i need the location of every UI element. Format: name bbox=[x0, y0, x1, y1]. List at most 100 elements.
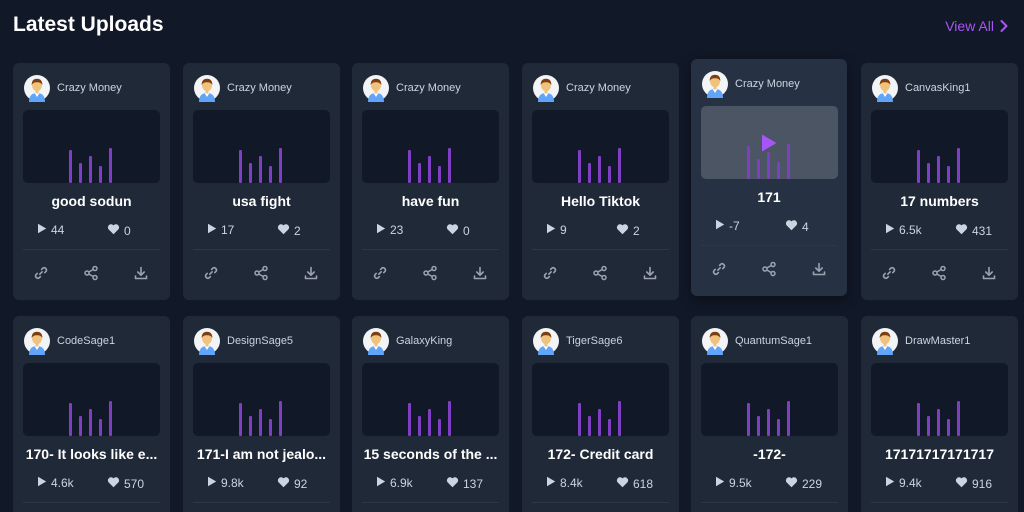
waveform-bar bbox=[618, 148, 621, 183]
waveform bbox=[23, 110, 160, 183]
download-button[interactable] bbox=[641, 264, 659, 282]
play-icon[interactable] bbox=[760, 133, 778, 153]
waveform-bar bbox=[747, 403, 750, 436]
divider bbox=[362, 502, 499, 503]
uploader-info[interactable]: Crazy Money bbox=[702, 69, 841, 99]
play-icon bbox=[546, 476, 556, 490]
avatar bbox=[533, 75, 559, 102]
views-count: 9.4k bbox=[899, 476, 922, 490]
waveform-bar bbox=[777, 419, 780, 436]
waveform-bar bbox=[947, 166, 950, 183]
share-button[interactable] bbox=[252, 264, 270, 282]
upload-card[interactable]: Crazy Money have fun 23 0 bbox=[352, 63, 509, 300]
waveform-bar bbox=[578, 403, 581, 436]
likes-count: 431 bbox=[972, 223, 993, 238]
waveform-thumbnail[interactable] bbox=[701, 363, 838, 436]
likes-stat: 2 bbox=[277, 223, 301, 238]
upload-title: 171 bbox=[757, 189, 781, 205]
views-stat: 6.9k bbox=[376, 476, 413, 490]
likes-stat: 618 bbox=[616, 476, 653, 491]
card-actions bbox=[691, 260, 847, 278]
upload-card[interactable]: CanvasKing1 17 numbers 6.5k 431 bbox=[861, 63, 1018, 300]
waveform-bar bbox=[957, 148, 960, 183]
uploader-info[interactable]: DrawMaster1 bbox=[872, 326, 1012, 356]
waveform-thumbnail[interactable] bbox=[362, 110, 499, 183]
share-button[interactable] bbox=[930, 264, 948, 282]
download-button[interactable] bbox=[810, 260, 828, 278]
uploader-info[interactable]: GalaxyKing bbox=[363, 326, 503, 356]
avatar bbox=[702, 71, 728, 98]
upload-stats: 4.6k 570 bbox=[13, 476, 170, 494]
upload-card[interactable]: Crazy Money good sodun 44 0 bbox=[13, 63, 170, 300]
upload-card[interactable]: CodeSage1 170- It looks like e... 4.6k 5… bbox=[13, 316, 170, 512]
likes-count: 0 bbox=[124, 223, 131, 238]
waveform-bar bbox=[787, 401, 790, 436]
waveform-thumbnail[interactable] bbox=[193, 110, 330, 183]
download-icon bbox=[811, 261, 827, 277]
heart-icon bbox=[785, 219, 798, 234]
upload-card[interactable]: Crazy Money Hello Tiktok 9 2 bbox=[522, 63, 679, 300]
views-count: 44 bbox=[51, 223, 65, 237]
waveform-thumbnail[interactable] bbox=[23, 363, 160, 436]
link-icon bbox=[203, 265, 219, 281]
uploader-name: CanvasKing1 bbox=[905, 82, 971, 94]
upload-card[interactable]: Crazy Money usa fight 17 2 bbox=[183, 63, 340, 300]
views-count: 9.5k bbox=[729, 476, 752, 490]
download-button[interactable] bbox=[980, 264, 998, 282]
uploader-info[interactable]: QuantumSage1 bbox=[702, 326, 842, 356]
download-button[interactable] bbox=[471, 264, 489, 282]
uploader-info[interactable]: Crazy Money bbox=[194, 73, 334, 103]
copy-link-button[interactable] bbox=[202, 264, 220, 282]
uploader-info[interactable]: Crazy Money bbox=[24, 73, 164, 103]
upload-stats: 8.4k 618 bbox=[522, 476, 679, 494]
copy-link-button[interactable] bbox=[541, 264, 559, 282]
upload-card[interactable]: QuantumSage1 -172- 9.5k 229 bbox=[691, 316, 848, 512]
copy-link-button[interactable] bbox=[32, 264, 50, 282]
uploader-info[interactable]: Crazy Money bbox=[363, 73, 503, 103]
uploader-info[interactable]: TigerSage6 bbox=[533, 326, 673, 356]
uploader-info[interactable]: CanvasKing1 bbox=[872, 73, 1012, 103]
card-actions bbox=[352, 264, 509, 282]
copy-link-button[interactable] bbox=[880, 264, 898, 282]
copy-link-button[interactable] bbox=[371, 264, 389, 282]
waveform-thumbnail[interactable] bbox=[701, 106, 838, 179]
waveform-thumbnail[interactable] bbox=[871, 363, 1008, 436]
share-button[interactable] bbox=[591, 264, 609, 282]
waveform-bar bbox=[408, 150, 411, 183]
play-icon bbox=[376, 476, 386, 490]
upload-card[interactable]: TigerSage6 172- Credit card 8.4k 618 bbox=[522, 316, 679, 512]
upload-card[interactable]: DrawMaster1 17171717171717 9.4k 916 bbox=[861, 316, 1018, 512]
views-count: 9 bbox=[560, 223, 567, 237]
views-count: 17 bbox=[221, 223, 235, 237]
uploader-info[interactable]: CodeSage1 bbox=[24, 326, 164, 356]
waveform-thumbnail[interactable] bbox=[193, 363, 330, 436]
upload-card[interactable]: GalaxyKing 15 seconds of the ... 6.9k 13… bbox=[352, 316, 509, 512]
upload-stats: 17 2 bbox=[183, 223, 340, 241]
likes-stat: 431 bbox=[955, 223, 992, 238]
avatar bbox=[702, 328, 728, 355]
waveform-thumbnail[interactable] bbox=[532, 110, 669, 183]
copy-link-button[interactable] bbox=[710, 260, 728, 278]
download-button[interactable] bbox=[132, 264, 150, 282]
upload-title: usa fight bbox=[232, 193, 291, 209]
share-button[interactable] bbox=[760, 260, 778, 278]
heart-icon bbox=[277, 223, 290, 238]
waveform-thumbnail[interactable] bbox=[871, 110, 1008, 183]
uploader-info[interactable]: Crazy Money bbox=[533, 73, 673, 103]
share-button[interactable] bbox=[421, 264, 439, 282]
share-button[interactable] bbox=[82, 264, 100, 282]
upload-card[interactable]: Crazy Money 171 -7 4 bbox=[691, 59, 847, 296]
waveform-thumbnail[interactable] bbox=[362, 363, 499, 436]
waveform-thumbnail[interactable] bbox=[23, 110, 160, 183]
divider bbox=[23, 502, 160, 503]
upload-card[interactable]: DesignSage5 171-I am not jealo... 9.8k 9… bbox=[183, 316, 340, 512]
waveform-bar bbox=[408, 403, 411, 436]
waveform-thumbnail[interactable] bbox=[532, 363, 669, 436]
upload-title: have fun bbox=[401, 193, 460, 209]
likes-count: 92 bbox=[294, 476, 308, 491]
download-button[interactable] bbox=[302, 264, 320, 282]
upload-title: -172- bbox=[753, 446, 786, 462]
uploader-info[interactable]: DesignSage5 bbox=[194, 326, 334, 356]
share-icon bbox=[422, 265, 438, 281]
view-all-link[interactable]: View All bbox=[945, 18, 1008, 34]
